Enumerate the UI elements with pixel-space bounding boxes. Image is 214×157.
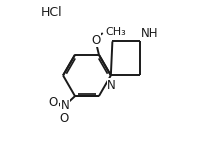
Text: O: O xyxy=(91,34,100,47)
Text: O: O xyxy=(49,96,58,109)
Text: HCl: HCl xyxy=(41,6,62,19)
Text: N: N xyxy=(61,99,69,112)
Text: N: N xyxy=(107,79,116,92)
Text: O: O xyxy=(59,112,69,125)
Text: CH₃: CH₃ xyxy=(106,27,126,37)
Text: NH: NH xyxy=(141,27,158,40)
